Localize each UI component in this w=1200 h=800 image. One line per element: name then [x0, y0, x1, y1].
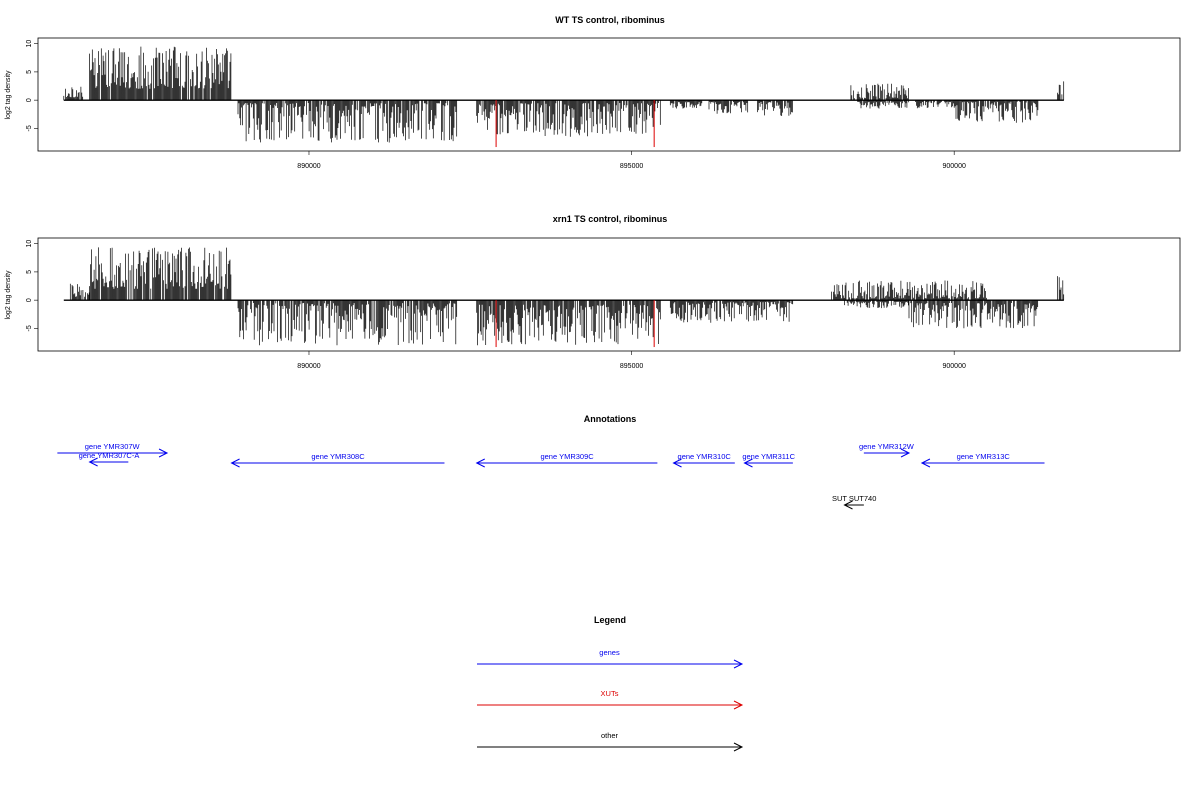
y-tick-label: 5 — [26, 70, 33, 74]
panel-wt-ylabel: log2 tag density — [5, 70, 12, 120]
legend-items: genes XUTs other — [477, 648, 744, 752]
annotation-label: gene YMR308C — [311, 452, 365, 461]
panel-xrn1: xrn1 TS control, ribominus log2 tag dens… — [5, 214, 1181, 370]
annotations-title: Annotations — [584, 414, 637, 424]
panel-wt: WT TS control, ribominus log2 tag densit… — [5, 15, 1181, 170]
legend-item: XUTs — [477, 689, 744, 710]
annotation-arrow-head — [475, 458, 485, 468]
density-bars — [69, 247, 1065, 346]
legend-arrow-head — [733, 742, 744, 752]
annotation-label: gene YMR313C — [957, 452, 1011, 461]
x-tick-label: 890000 — [297, 163, 320, 170]
annotation-feature: SUT SUT740 — [832, 494, 876, 510]
x-tick-label: 900000 — [943, 363, 966, 370]
annotation-arrow-head — [743, 458, 753, 468]
annotation-arrow-head — [920, 458, 931, 468]
legend-panel: Legend genes XUTs other — [477, 615, 744, 752]
annotation-feature: gene YMR307W — [57, 442, 169, 458]
annotation-label: gene YMR312W — [859, 442, 915, 451]
annotation-label: gene YMR309C — [540, 452, 594, 461]
legend-label: XUTs — [601, 689, 619, 698]
y-tick-label: 10 — [26, 240, 33, 248]
legend-arrow-head — [733, 659, 744, 669]
panel-wt-frame — [37, 37, 1181, 152]
panel-wt-title: WT TS control, ribominus — [555, 15, 665, 25]
x-tick-label: 890000 — [297, 363, 320, 370]
x-tick-label: 895000 — [620, 363, 643, 370]
annotation-arrow-head — [900, 448, 911, 458]
legend-label: other — [601, 731, 619, 740]
panel-xrn1-frame — [37, 237, 1181, 352]
legend-item: genes — [477, 648, 744, 669]
annotation-feature: gene YMR310C — [672, 452, 735, 468]
panel-xrn1-axes: -5 0 5 10 890000 895000 900000 — [26, 240, 966, 370]
x-tick-label: 895000 — [620, 163, 643, 170]
y-tick-label: -5 — [26, 125, 33, 131]
annotation-label: gene YMR311C — [742, 452, 795, 461]
annotation-arrow-head — [88, 457, 98, 467]
legend-title: Legend — [594, 615, 626, 625]
y-tick-label: 5 — [26, 270, 33, 274]
y-tick-label: 0 — [26, 298, 33, 302]
panel-xrn1-title: xrn1 TS control, ribominus — [553, 214, 668, 224]
panel-xrn1-bars — [63, 247, 1065, 348]
panel-wt-bars — [63, 46, 1065, 148]
annotation-arrow-head — [672, 458, 682, 468]
annotation-feature: gene YMR308C — [230, 452, 445, 468]
annotation-feature: gene YMR313C — [920, 452, 1045, 468]
annotation-feature: gene YMR307C-A — [79, 451, 140, 467]
legend-label: genes — [599, 648, 620, 657]
annotation-feature: gene YMR309C — [475, 452, 658, 468]
annotation-arrow-head — [843, 500, 853, 510]
panel-xrn1-ylabel: log2 tag density — [5, 270, 12, 320]
annotation-arrow-head — [230, 458, 240, 468]
annotation-label: gene YMR310C — [678, 452, 732, 461]
y-tick-label: 10 — [26, 40, 33, 48]
legend-item: other — [477, 731, 744, 752]
legend-arrow-head — [733, 700, 744, 710]
annotation-arrow-head — [158, 448, 169, 458]
annotation-feature: gene YMR311C — [742, 452, 796, 468]
annotation-label: gene YMR307W — [85, 442, 141, 451]
x-tick-label: 900000 — [943, 163, 966, 170]
annotation-label: gene YMR307C-A — [79, 451, 140, 460]
y-tick-label: -5 — [26, 325, 33, 331]
density-bars — [63, 46, 1065, 143]
annotation-label: SUT SUT740 — [832, 494, 876, 503]
panel-wt-axes: -5 0 5 10 890000 895000 900000 — [26, 40, 966, 170]
annotation-feature: gene YMR312W — [859, 442, 915, 458]
y-tick-label: 0 — [26, 98, 33, 102]
